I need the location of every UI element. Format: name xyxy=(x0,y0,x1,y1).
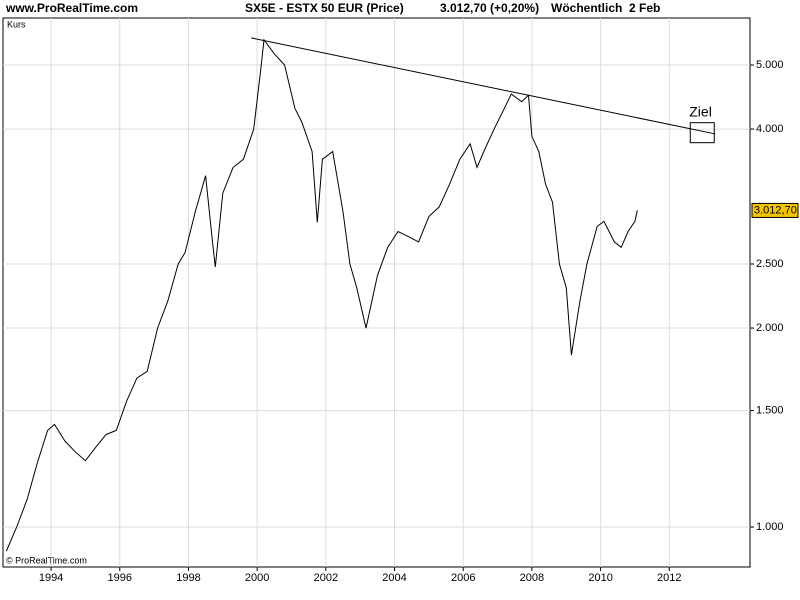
x-tick-label: 2012 xyxy=(657,572,681,584)
y-tick-label: 1.000 xyxy=(756,521,784,533)
trendline xyxy=(251,37,716,135)
last-price-label: 3.012,70 xyxy=(754,204,797,216)
x-tick-label: 1994 xyxy=(39,572,63,584)
footer: © ProRealTime.com xyxy=(6,555,87,565)
period: Wöchentlich 2 Feb xyxy=(551,1,660,15)
x-tick-label: 2004 xyxy=(382,572,406,584)
x-tick-label: 2000 xyxy=(245,572,269,584)
x-tick-label: 1996 xyxy=(108,572,132,584)
target-box xyxy=(689,122,715,144)
y-tick-label: 5.000 xyxy=(756,59,784,71)
y-tick-label: 2.000 xyxy=(756,322,784,334)
target-label: Ziel xyxy=(689,103,712,119)
last-price-box xyxy=(751,202,799,218)
chart-title: SX5E - ESTX 50 EUR (Price) xyxy=(245,1,404,15)
x-tick-label: 2010 xyxy=(588,572,612,584)
y-tick-label: 4.000 xyxy=(756,123,784,135)
x-tick-label: 2006 xyxy=(451,572,475,584)
y-tick-label: 1.500 xyxy=(756,405,784,417)
price-change: 3.012,70 (+0,20%) xyxy=(440,1,539,15)
site: www.ProRealTime.com xyxy=(5,1,138,15)
x-tick-label: 1998 xyxy=(176,572,200,584)
price-line xyxy=(5,38,638,552)
y-axis-label: Kurs xyxy=(7,19,26,29)
x-tick-label: 2002 xyxy=(314,572,338,584)
y-tick-label: 2.500 xyxy=(756,258,784,270)
x-tick-label: 2008 xyxy=(520,572,544,584)
plot-frame xyxy=(2,17,751,568)
